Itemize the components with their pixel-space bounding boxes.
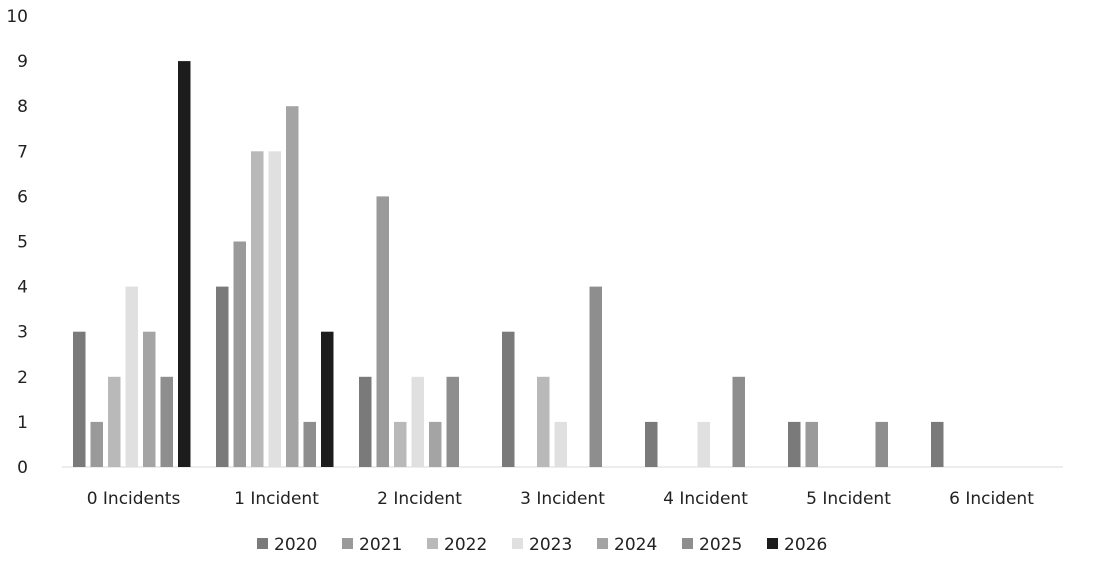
legend-swatch bbox=[512, 538, 523, 549]
bar-2022-0 bbox=[108, 376, 121, 467]
bar-2024-0 bbox=[143, 331, 156, 467]
legend-label: 2023 bbox=[529, 535, 572, 555]
bar-2020-0 bbox=[73, 331, 86, 467]
x-tick-label: 5 Incident bbox=[806, 489, 891, 509]
y-tick-label: 7 bbox=[17, 142, 28, 162]
bar-2023-2 bbox=[411, 376, 424, 467]
bar-2026-1 bbox=[321, 331, 334, 467]
y-tick-label: 8 bbox=[17, 97, 28, 117]
y-axis-tick-labels: 0 1 2 3 4 5 6 7 8 9 10 bbox=[6, 7, 28, 478]
x-tick-label: 4 Incident bbox=[663, 489, 748, 509]
bar-2020-2 bbox=[359, 376, 372, 467]
y-tick-label: 3 bbox=[17, 323, 28, 343]
bar-2021-0 bbox=[90, 421, 103, 467]
bar-2024-2 bbox=[429, 421, 442, 467]
bar-2021-1 bbox=[233, 241, 246, 467]
legend-item-2024: 2024 bbox=[597, 535, 657, 555]
bar-2021-5 bbox=[805, 421, 818, 467]
legend-swatch bbox=[597, 538, 608, 549]
legend-swatch bbox=[342, 538, 353, 549]
x-tick-label: 0 Incidents bbox=[87, 489, 181, 509]
legend-swatch bbox=[257, 538, 268, 549]
bar-group bbox=[645, 376, 745, 467]
y-tick-label: 0 bbox=[17, 458, 28, 478]
y-tick-label: 4 bbox=[17, 278, 28, 298]
legend-label: 2020 bbox=[274, 535, 317, 555]
bar-2020-1 bbox=[216, 286, 229, 467]
legend-label: 2021 bbox=[359, 535, 402, 555]
bar-2023-4 bbox=[697, 421, 710, 467]
x-tick-label: 6 Incident bbox=[949, 489, 1034, 509]
bar-2022-1 bbox=[251, 151, 264, 468]
y-tick-label: 10 bbox=[6, 7, 28, 27]
legend-item-2023: 2023 bbox=[512, 535, 572, 555]
legend: 2020 2021 2022 2023 2024 2025 2026 bbox=[257, 535, 827, 555]
bar-2023-3 bbox=[554, 421, 567, 467]
legend-label: 2024 bbox=[614, 535, 657, 555]
bars-group bbox=[73, 61, 944, 468]
bar-2020-5 bbox=[788, 421, 801, 467]
legend-label: 2026 bbox=[784, 535, 827, 555]
bar-group bbox=[502, 286, 602, 467]
legend-swatch bbox=[427, 538, 438, 549]
y-tick-label: 6 bbox=[17, 187, 28, 207]
x-tick-label: 2 Incident bbox=[377, 489, 462, 509]
legend-item-2026: 2026 bbox=[767, 535, 827, 555]
x-tick-label: 1 Incident bbox=[234, 489, 319, 509]
bar-2020-4 bbox=[645, 421, 658, 467]
bar-group bbox=[788, 421, 888, 467]
bar-2026-0 bbox=[178, 61, 191, 467]
bar-2023-0 bbox=[125, 286, 138, 467]
x-axis-tick-labels: 0 Incidents 1 Incident 2 Incident 3 Inciden… bbox=[87, 489, 1035, 509]
bar-group bbox=[216, 106, 334, 468]
legend-swatch bbox=[682, 538, 693, 549]
bar-2022-2 bbox=[394, 421, 407, 467]
bar-2020-3 bbox=[502, 331, 515, 467]
legend-label: 2022 bbox=[444, 535, 487, 555]
bar-2024-1 bbox=[286, 106, 299, 467]
bar-group bbox=[931, 421, 944, 467]
bar-group bbox=[73, 61, 191, 467]
x-tick-label: 3 Incident bbox=[520, 489, 605, 509]
y-tick-label: 9 bbox=[17, 52, 28, 72]
y-tick-label: 1 bbox=[17, 413, 28, 433]
bar-2025-0 bbox=[160, 376, 173, 467]
bar-2022-3 bbox=[537, 376, 550, 467]
bar-2025-5 bbox=[875, 421, 888, 467]
y-tick-label: 5 bbox=[17, 233, 28, 253]
legend-item-2025: 2025 bbox=[682, 535, 742, 555]
bar-2025-4 bbox=[732, 376, 745, 467]
bar-2025-2 bbox=[446, 376, 459, 467]
legend-label: 2025 bbox=[699, 535, 742, 555]
bar-2021-2 bbox=[376, 196, 389, 467]
legend-item-2021: 2021 bbox=[342, 535, 402, 555]
y-tick-label: 2 bbox=[17, 368, 28, 388]
bar-2023-1 bbox=[268, 151, 281, 468]
bar-2025-1 bbox=[303, 421, 316, 467]
legend-item-2020: 2020 bbox=[257, 535, 317, 555]
legend-swatch bbox=[767, 538, 778, 549]
legend-item-2022: 2022 bbox=[427, 535, 487, 555]
bar-2025-3 bbox=[589, 286, 602, 467]
bar-group bbox=[359, 196, 459, 467]
bar-2020-6 bbox=[931, 421, 944, 467]
